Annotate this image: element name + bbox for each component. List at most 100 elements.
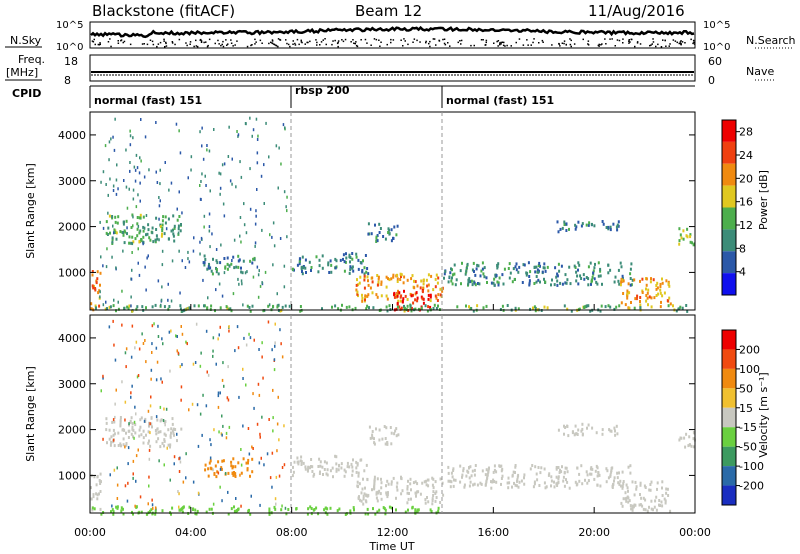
echo-cell: [223, 384, 225, 388]
nsearch-dot: [218, 43, 220, 45]
nsearch-dot: [678, 42, 680, 45]
echo-cell: [164, 221, 167, 225]
echo-cell: [261, 341, 263, 345]
echo-cell: [138, 216, 141, 220]
echo-cell: [523, 476, 525, 480]
colorbar-tick-label: 15: [739, 402, 753, 415]
echo-cell: [162, 419, 165, 422]
echo-cell: [231, 259, 233, 262]
echo-cell: [587, 304, 590, 308]
echo-cell: [279, 328, 281, 332]
echo-cell: [132, 240, 135, 244]
echo-cell: [251, 457, 254, 461]
echo-cell: [296, 456, 299, 460]
nsearch-dot: [652, 38, 654, 40]
echo-cell: [588, 221, 591, 225]
echo-cell: [596, 282, 599, 286]
echo-cell: [417, 508, 420, 512]
echo-cell: [628, 306, 631, 310]
echo-cell: [222, 361, 224, 365]
echo-cell: [127, 306, 130, 310]
echo-cell: [473, 473, 476, 477]
echo-cell: [587, 479, 590, 483]
echo-cell: [663, 291, 666, 295]
echo-cell: [427, 305, 430, 309]
echo-cell: [444, 270, 447, 274]
echo-cell: [226, 267, 229, 271]
echo-cell: [221, 459, 224, 463]
echo-cell: [129, 134, 132, 138]
nsearch-dot: [559, 45, 561, 47]
echo-cell: [390, 239, 393, 243]
echo-cell: [435, 273, 438, 277]
echo-cell: [615, 225, 618, 229]
echo-cell: [242, 303, 244, 307]
echo-cell: [125, 443, 128, 447]
echo-cell: [215, 475, 218, 479]
echo-cell: [543, 467, 546, 471]
echo-cell: [200, 351, 202, 355]
nsearch-dot: [551, 44, 553, 46]
echo-cell: [300, 266, 303, 269]
echo-cell: [161, 337, 163, 341]
echo-cell: [528, 279, 531, 283]
echo-cell: [163, 420, 166, 424]
echo-cell: [232, 473, 235, 477]
echo-cell: [644, 498, 647, 502]
echo-cell: [275, 475, 278, 479]
nsearch-dot: [193, 45, 195, 48]
echo-cell: [170, 181, 173, 185]
echo-cell: [113, 444, 116, 448]
echo-cell: [310, 266, 313, 269]
colorbar-tick-label: 12: [739, 219, 753, 232]
echo-cell: [479, 481, 482, 485]
echo-cell: [520, 479, 523, 483]
echo-cell: [219, 467, 222, 471]
echo-cell: [132, 512, 134, 516]
echo-cell: [257, 273, 260, 277]
echo-cell: [466, 469, 469, 473]
echo-cell: [543, 266, 546, 270]
echo-cell: [409, 306, 412, 310]
echo-cell: [398, 291, 401, 295]
echo-cell: [432, 494, 435, 497]
echo-cell: [665, 491, 668, 495]
echo-cell: [163, 305, 166, 309]
echo-cell: [473, 281, 476, 285]
echo-cell: [300, 463, 303, 466]
echo-cell: [167, 237, 170, 241]
echo-cell: [98, 479, 101, 482]
echo-cell: [145, 233, 147, 237]
nsearch-dot: [582, 38, 584, 41]
echo-cell: [136, 234, 139, 238]
echo-cell: [556, 283, 559, 287]
nsearch-dot: [425, 40, 427, 43]
echo-cell: [668, 284, 671, 288]
echo-cell: [487, 469, 490, 473]
echo-cell: [382, 235, 385, 238]
echo-cell: [403, 275, 406, 279]
nsearch-dot: [662, 39, 664, 41]
echo-cell: [366, 267, 369, 270]
echo-cell: [443, 272, 446, 276]
echo-cell: [283, 190, 286, 194]
echo-cell: [355, 460, 358, 464]
nsearch-dot: [425, 41, 427, 44]
echo-cell: [565, 229, 568, 232]
echo-cell: [231, 466, 234, 470]
echo-cell: [204, 258, 207, 261]
echo-cell: [390, 506, 393, 510]
echo-cell: [326, 512, 329, 516]
echo-cell: [506, 481, 509, 485]
echo-cell: [161, 285, 163, 289]
echo-cell: [569, 282, 572, 286]
echo-cell: [396, 481, 399, 485]
echo-cell: [115, 266, 117, 270]
echo-cell: [154, 506, 157, 510]
echo-cell: [133, 165, 136, 169]
echo-cell: [468, 277, 471, 281]
nsearch-dot: [500, 43, 502, 45]
echo-cell: [110, 510, 112, 514]
echo-cell: [442, 493, 445, 497]
